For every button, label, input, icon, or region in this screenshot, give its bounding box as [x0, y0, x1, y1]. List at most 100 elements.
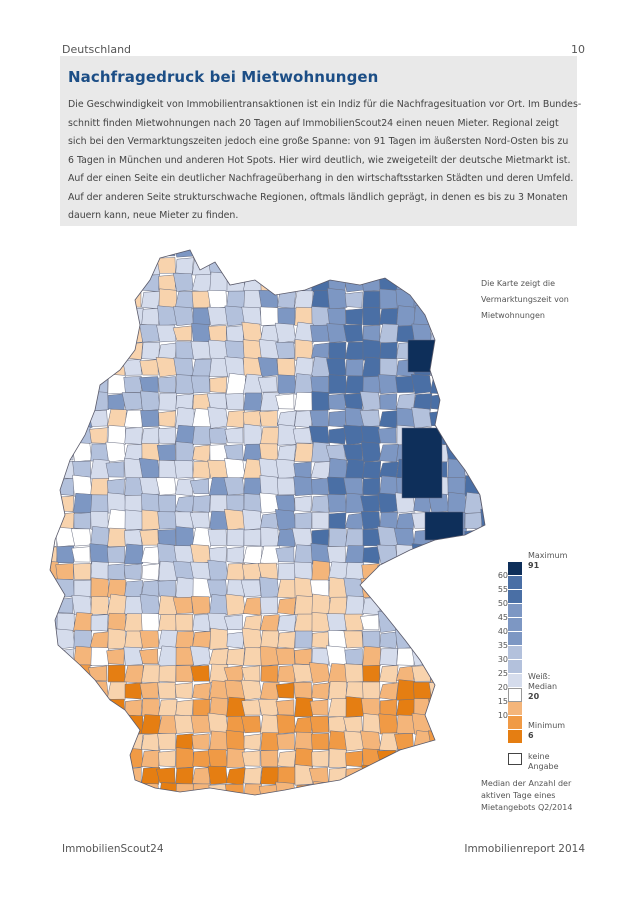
district-cell [325, 645, 348, 667]
district-cell [174, 460, 194, 479]
district-cell [464, 529, 483, 547]
district-cell [378, 799, 398, 819]
district-cell [141, 563, 160, 581]
district-cell [207, 559, 229, 582]
district-cell [50, 492, 59, 514]
district-cell [412, 579, 432, 598]
district-cell [412, 597, 431, 614]
district-cell [107, 393, 126, 411]
legend-segment [508, 632, 522, 646]
legend-tick-label: 40 [497, 627, 508, 636]
district-cell [158, 819, 177, 820]
district-cell [73, 356, 93, 378]
district-cell [328, 748, 347, 768]
district-cell [294, 392, 314, 412]
district-cell [461, 273, 483, 292]
district-cell [50, 476, 58, 496]
district-cell [446, 250, 465, 257]
district-cell [430, 664, 450, 684]
district-cell [88, 765, 109, 785]
district-cell [90, 250, 109, 258]
district-cell [175, 576, 195, 599]
district-cell [175, 783, 194, 795]
district-cell [50, 408, 58, 429]
district-cell [90, 341, 109, 360]
district-cell [310, 461, 331, 480]
district-max [424, 511, 464, 541]
district-cell [56, 699, 75, 717]
legend-segment [508, 674, 522, 688]
district-cell [277, 562, 296, 581]
district-cell [241, 750, 261, 767]
district-cell [107, 563, 126, 581]
district-cell [89, 273, 110, 293]
legend-median: Weiß: Median 20 [528, 672, 557, 702]
district-cell [328, 457, 348, 480]
district-cell [157, 511, 177, 530]
legend-tick-label: 60 [497, 571, 508, 580]
district-cell [190, 665, 210, 682]
district-cell [343, 783, 364, 795]
district-cell [413, 250, 432, 258]
district-cell [104, 732, 126, 751]
district-cell [207, 579, 228, 598]
district-cell [50, 716, 59, 734]
district-cell [55, 323, 75, 343]
district-cell [311, 254, 331, 276]
district-cell [73, 406, 93, 429]
district-cell [242, 597, 263, 616]
district-cell [481, 357, 485, 377]
intro-line: Die Geschwindigkeit von Immobilientransa… [68, 99, 582, 110]
district-cell [139, 682, 159, 699]
district-cell [479, 257, 485, 274]
district-cell [499, 373, 500, 394]
district-cell [70, 528, 92, 547]
district-cell [257, 376, 278, 393]
district-cell [498, 528, 500, 547]
district-cell [189, 645, 212, 667]
district-cell [225, 250, 246, 259]
district-cell [140, 714, 161, 735]
district-cell [55, 250, 75, 258]
district-cell [463, 716, 482, 733]
district-cell [225, 767, 246, 786]
district-cell [174, 290, 195, 310]
district-cell [192, 254, 212, 276]
district-cell [462, 325, 482, 342]
district-cell [72, 325, 93, 344]
district-cell [294, 544, 314, 564]
district-cell [396, 305, 416, 327]
district-cell [56, 512, 75, 530]
district-cell [310, 324, 330, 343]
district-cell [293, 461, 312, 478]
district-cell [141, 664, 161, 684]
district-cell [463, 578, 484, 599]
section-label: Deutschland [62, 43, 132, 56]
district-cell [274, 509, 297, 531]
district-cell [73, 563, 91, 580]
district-cell [395, 254, 416, 276]
district-cell [294, 613, 314, 633]
district-cell [413, 611, 433, 633]
district-cell [497, 324, 500, 343]
district-cell [396, 273, 415, 292]
district-cell [343, 271, 365, 293]
district-cell [328, 393, 347, 411]
district-cell [158, 750, 176, 768]
district-cell [260, 630, 280, 649]
legend-segment [508, 716, 522, 730]
district-cell [56, 681, 75, 700]
district-cell [395, 544, 415, 564]
district-cell [294, 802, 312, 818]
district-cell [359, 391, 381, 411]
district-cell [56, 255, 75, 275]
district-cell [498, 391, 500, 411]
district-cell [275, 393, 295, 410]
district-cell [499, 358, 500, 377]
district-cell [50, 291, 59, 310]
district-cell [479, 478, 485, 495]
district-cell [412, 271, 433, 293]
district-cell [276, 477, 296, 496]
district-cell [225, 730, 246, 752]
district-cell [430, 782, 449, 795]
